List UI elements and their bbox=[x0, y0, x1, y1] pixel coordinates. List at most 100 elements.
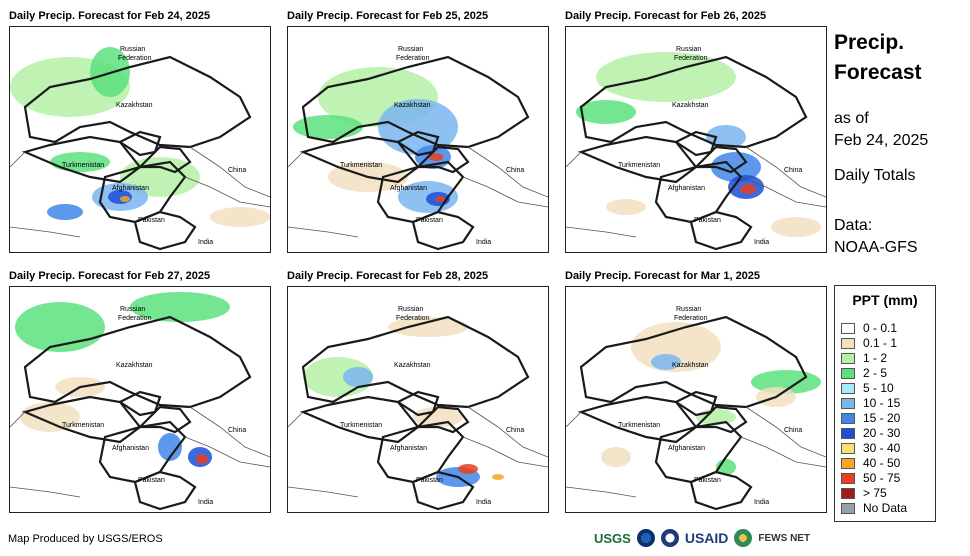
map-label-india: India bbox=[754, 239, 769, 246]
country-border bbox=[117, 130, 162, 157]
map-label-russia_1: Russian bbox=[120, 306, 145, 313]
map-label-turkmenistan: Turkmenistan bbox=[618, 422, 660, 429]
country-border bbox=[137, 145, 192, 174]
neighbor-border bbox=[462, 176, 548, 208]
fews-net-logo: FEWS NET bbox=[758, 532, 811, 544]
side-title-line1: Precip. bbox=[834, 31, 905, 54]
map-label-afghanistan: Afghanistan bbox=[390, 445, 427, 452]
data-label: Data: bbox=[834, 217, 873, 234]
legend-label: No Data bbox=[863, 501, 908, 515]
country-border bbox=[395, 390, 440, 417]
legend-item: 30 - 40 bbox=[841, 441, 900, 455]
panel-title: Daily Precip. Forecast for Mar 1, 2025 bbox=[565, 270, 761, 282]
data-source: NOAA-GFS bbox=[834, 239, 918, 256]
legend-label: 0.1 - 1 bbox=[863, 336, 898, 350]
legend-swatch bbox=[841, 412, 855, 424]
side-title: Precip. Forecast bbox=[834, 28, 922, 88]
precip-area bbox=[601, 447, 631, 467]
side-title-line2: Forecast bbox=[834, 61, 922, 84]
precip-area bbox=[196, 454, 208, 464]
precip-area bbox=[413, 407, 463, 427]
map-label-turkmenistan: Turkmenistan bbox=[618, 162, 660, 169]
legend-item: 0.1 - 1 bbox=[841, 336, 897, 350]
precip-map: Russian Federation Kazakhstan Turkmenistan A… bbox=[9, 286, 271, 513]
map-label-turkmenistan: Turkmenistan bbox=[62, 422, 104, 429]
legend-label: 5 - 10 bbox=[863, 381, 894, 395]
legend-item: 2 - 5 bbox=[841, 366, 887, 380]
neighbor-border bbox=[467, 146, 548, 198]
neighbor-border bbox=[288, 226, 359, 238]
map-label-india: India bbox=[198, 239, 213, 246]
map-label-afghanistan: Afghanistan bbox=[112, 185, 149, 192]
forecast-panel-3: Daily Precip. Forecast for Feb 26, 2025 … bbox=[565, 10, 827, 254]
forecast-panel-4: Daily Precip. Forecast for Feb 27, 2025 … bbox=[9, 270, 271, 514]
map-label-india: India bbox=[476, 239, 491, 246]
map-canvas: Russian Federation Kazakhstan Turkmenistan A… bbox=[288, 306, 548, 511]
precip-area bbox=[210, 207, 270, 227]
precip-area bbox=[303, 357, 373, 397]
country-border bbox=[376, 160, 465, 224]
legend-swatch bbox=[841, 487, 855, 499]
map-label-turkmenistan: Turkmenistan bbox=[340, 422, 382, 429]
legend-swatch bbox=[841, 367, 855, 379]
legend-swatch bbox=[841, 427, 855, 439]
map-label-russia_1: Russian bbox=[398, 46, 423, 53]
map-label-turkmenistan: Turkmenistan bbox=[340, 162, 382, 169]
map-canvas: Russian Federation Kazakhstan Turkmenistan A… bbox=[566, 306, 826, 511]
precip-area bbox=[596, 52, 736, 102]
daily-totals-label: Daily Totals bbox=[834, 167, 916, 184]
precip-area bbox=[740, 184, 756, 194]
country-border bbox=[689, 210, 753, 251]
neighbor-border bbox=[740, 176, 826, 208]
precip-area bbox=[343, 367, 373, 387]
map-label-russia_2: Federation bbox=[118, 315, 152, 322]
map-label-pakistan: Pakistan bbox=[694, 217, 721, 224]
precip-map: Russian Federation Kazakhstan Turkmenistan A… bbox=[565, 26, 827, 253]
country-border bbox=[98, 160, 187, 224]
legend-swatch bbox=[841, 472, 855, 484]
country-border bbox=[415, 145, 470, 174]
precip-area bbox=[435, 196, 445, 202]
map-label-china: China bbox=[506, 167, 524, 174]
legend-label: 20 - 30 bbox=[863, 426, 901, 440]
neighbor-border bbox=[566, 226, 637, 238]
map-label-russia_2: Federation bbox=[396, 315, 430, 322]
fews-net-logo-icon bbox=[734, 529, 753, 547]
legend-item: 20 - 30 bbox=[841, 426, 900, 440]
legend-label: 2 - 5 bbox=[863, 366, 888, 380]
map-label-china: China bbox=[506, 427, 524, 434]
panel-title: Daily Precip. Forecast for Feb 27, 2025 bbox=[9, 270, 211, 282]
map-label-kazakhstan: Kazakhstan bbox=[116, 362, 153, 369]
legend-label: 15 - 20 bbox=[863, 411, 901, 425]
usgs-logo: USGS bbox=[594, 530, 631, 546]
precip-area bbox=[120, 196, 130, 202]
country-border bbox=[301, 315, 530, 409]
map-canvas: Russian Federation Kazakhstan Turkmenistan A… bbox=[10, 46, 270, 251]
precip-area bbox=[576, 100, 636, 124]
country-border bbox=[579, 315, 808, 409]
legend-item: 1 - 2 bbox=[841, 351, 887, 365]
map-label-kazakhstan: Kazakhstan bbox=[672, 102, 709, 109]
map-label-india: India bbox=[476, 499, 491, 506]
neighbor-border bbox=[566, 486, 637, 498]
country-border bbox=[301, 55, 530, 149]
neighbor-border bbox=[189, 146, 270, 198]
country-border bbox=[98, 420, 187, 484]
map-credit: Map Produced by USGS/EROS bbox=[8, 533, 163, 545]
map-label-india: India bbox=[198, 499, 213, 506]
country-border bbox=[689, 470, 753, 511]
forecast-panel-2: Daily Precip. Forecast for Feb 25, 2025 … bbox=[287, 10, 549, 254]
precip-area bbox=[130, 292, 230, 322]
legend-item: 10 - 15 bbox=[841, 396, 900, 410]
map-canvas: Russian Federation Kazakhstan Turkmenistan A… bbox=[288, 46, 548, 251]
country-border bbox=[693, 145, 748, 174]
legend-label: > 75 bbox=[863, 486, 887, 500]
map-canvas: Russian Federation Kazakhstan Turkmenistan A… bbox=[10, 292, 270, 511]
precip-area bbox=[50, 152, 110, 172]
country-border bbox=[117, 390, 162, 417]
legend-swatch bbox=[841, 457, 855, 469]
neighbor-border bbox=[10, 151, 26, 168]
map-label-turkmenistan: Turkmenistan bbox=[62, 162, 104, 169]
precip-area bbox=[47, 204, 83, 220]
neighbor-border bbox=[462, 436, 548, 468]
